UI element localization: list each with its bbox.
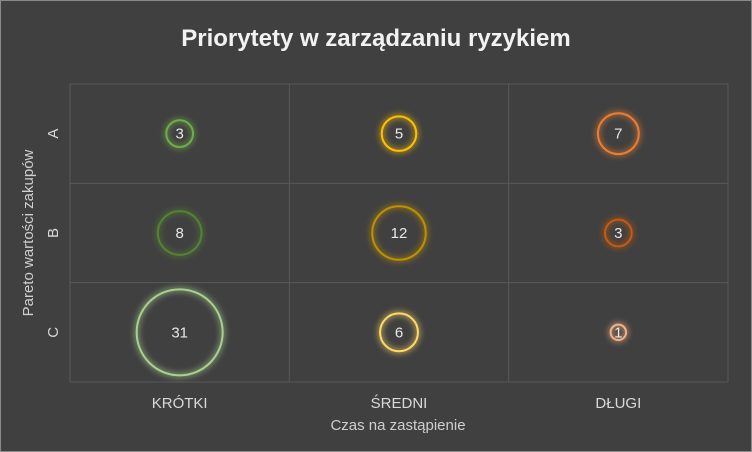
bubble-ring — [596, 112, 640, 156]
bubble-ring — [380, 115, 418, 152]
y-tick-label: A — [45, 129, 62, 139]
bubble-ring — [156, 210, 203, 256]
bubble: 1 — [608, 322, 629, 343]
y-axis-ticks: A B C — [45, 129, 62, 338]
bubble: 6 — [377, 310, 421, 354]
bubble: 31 — [134, 286, 226, 378]
bubble-ring — [603, 218, 633, 248]
x-tick-label: ŚREDNI — [371, 394, 428, 412]
bubble-value-label: 31 — [171, 324, 188, 341]
y-tick-label: C — [45, 327, 62, 338]
chart-title: Priorytety w zarządzaniu ryzykiem — [181, 25, 570, 52]
bubble-value-label: 1 — [614, 324, 622, 341]
x-tick-label: KRÓTKI — [152, 395, 208, 412]
grid — [69, 83, 729, 383]
bubble-value-label: 3 — [175, 126, 183, 143]
bubble-value-label: 8 — [175, 225, 183, 242]
bubble: 12 — [369, 203, 429, 263]
bubble-value-label: 6 — [395, 324, 403, 341]
bubble-value-label: 5 — [395, 126, 403, 143]
bubble-value-label: 3 — [614, 225, 622, 242]
bubble: 3 — [602, 217, 635, 249]
x-tick-label: DŁUGI — [595, 395, 641, 412]
bubble-ring — [165, 119, 195, 149]
bubble-ring — [609, 323, 628, 342]
bubble: 7 — [595, 110, 642, 157]
y-axis-label: Pareto wartości zakupów — [20, 149, 37, 316]
x-axis-ticks: KRÓTKI ŚREDNI DŁUGI — [152, 394, 642, 412]
x-axis-label: Czas na zastąpienie — [330, 417, 465, 434]
bubble: 3 — [163, 117, 196, 150]
bubble: 8 — [155, 208, 205, 258]
bubble-value-label: 7 — [614, 126, 622, 143]
y-tick-label: B — [45, 228, 62, 238]
bubble-ring — [371, 205, 427, 261]
bubble: 5 — [379, 113, 419, 154]
bubble-ring — [135, 288, 224, 377]
bubble-value-label: 12 — [391, 225, 408, 242]
bubble-ring — [379, 312, 419, 353]
bubbles: 3 5 7 8 12 3 31 6 1 — [134, 110, 642, 378]
